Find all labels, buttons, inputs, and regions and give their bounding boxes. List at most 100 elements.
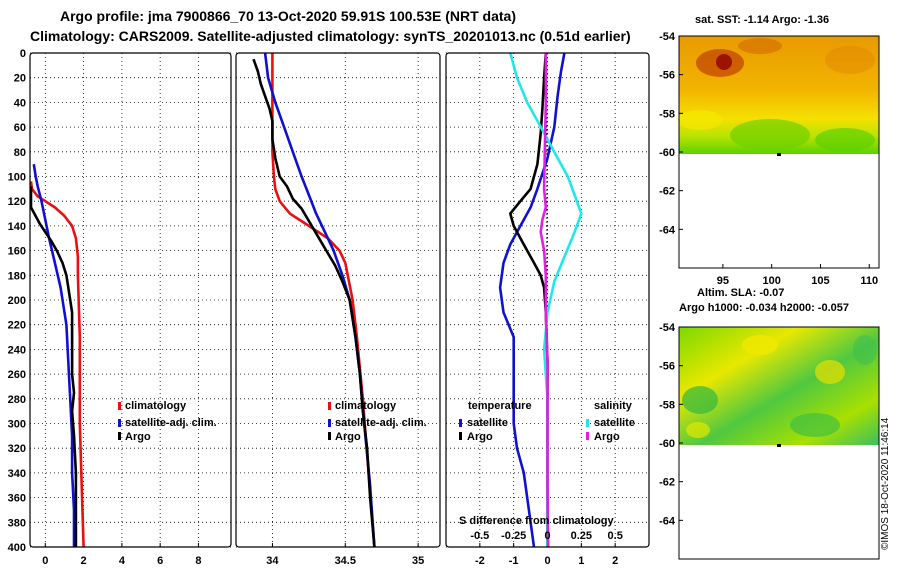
- depth-tick-label: 160: [8, 246, 26, 258]
- depth-tick-label: 200: [8, 295, 26, 307]
- salinity-difference-axis-label: S difference from climatology: [459, 515, 615, 527]
- difference-series: [498, 52, 583, 548]
- figure-title-line2: Climatology: CARS2009. Satellite-adjuste…: [30, 28, 631, 44]
- legend-climatology-label: climatology: [125, 400, 187, 412]
- sla-low-patch: [853, 335, 877, 365]
- depth-tick-label: 120: [8, 196, 26, 208]
- sla-low-patch: [682, 386, 718, 414]
- series-line-salinity-argo: [539, 53, 550, 548]
- depth-tick-label: 340: [8, 468, 26, 480]
- lat-tick-label: -56: [659, 361, 675, 373]
- lat-tick-label: -64: [659, 224, 676, 236]
- legend-argo-swatch: [118, 432, 121, 440]
- legend-sal-argo-label: Argo: [594, 431, 620, 443]
- lat-tick-label: -58: [659, 399, 675, 411]
- lat-tick-label: -54: [659, 322, 676, 334]
- depth-tick-label: 360: [8, 493, 26, 505]
- depth-tick-label: 100: [8, 172, 26, 184]
- depth-tick-label: 60: [14, 122, 26, 134]
- lat-tick-label: -60: [659, 438, 675, 450]
- altimetry-map: Altim. SLA: -0.07 Argo h1000: -0.034 h20…: [659, 287, 880, 560]
- salinity-difference-tick-labels: -0.5 -0.25 0 0.25 0.5: [470, 530, 622, 542]
- legend-sal-satellite-label: satellite: [594, 417, 635, 429]
- lon-tick-label: 95: [717, 275, 729, 287]
- x-tick-label: 34.5: [335, 555, 356, 567]
- altimetry-lat-ticks: -54 -56 -58 -60 -62 -64: [659, 322, 683, 527]
- argo-float-marker: [777, 153, 781, 156]
- lat-tick-label: -56: [659, 70, 675, 82]
- sla-high-patch: [686, 422, 710, 438]
- series-line-satellite-adj-clim-: [32, 164, 76, 547]
- x-tick-label: 34: [266, 555, 279, 567]
- difference-panel: -2 -1 0 1 2 temperature satellite Argo salin…: [445, 52, 650, 567]
- series-line-argo: [252, 58, 376, 548]
- salinity-difference-tick-label: 0.5: [608, 530, 623, 542]
- sla-high-patch: [742, 335, 778, 355]
- salinity-difference-tick-label: -0.5: [470, 530, 489, 542]
- altimetry-map-title: Altim. SLA: -0.07: [697, 287, 784, 299]
- depth-tick-label: 260: [8, 369, 26, 381]
- lon-tick-label: 105: [811, 275, 829, 287]
- legend-satellite-adj-label: satellite-adj. clim.: [125, 417, 217, 429]
- x-tick-label: 8: [195, 555, 201, 567]
- series-line-argo: [29, 186, 78, 547]
- x-tick-label: 2: [81, 555, 87, 567]
- sla-field: [679, 327, 879, 445]
- sla-low-patch: [790, 413, 840, 437]
- sst-lon-ticks: 95 100 105 110: [717, 264, 878, 287]
- salinity-difference-tick-label: 0.25: [571, 530, 592, 542]
- lat-tick-label: -54: [659, 31, 676, 43]
- lat-tick-label: -64: [659, 515, 676, 527]
- legend-temperature-title: temperature: [468, 400, 532, 412]
- lat-tick-label: -58: [659, 108, 675, 120]
- legend-temp-argo-swatch: [459, 432, 462, 440]
- legend-satellite-adj-swatch: [118, 419, 121, 427]
- legend-argo-swatch: [328, 432, 331, 440]
- depth-tick-label: 80: [14, 147, 26, 159]
- legend-argo-label: Argo: [335, 431, 361, 443]
- salinity-difference-tick-label: -0.25: [501, 530, 526, 542]
- salinity-series: [252, 52, 376, 548]
- legend-sal-argo-swatch: [586, 432, 589, 440]
- sst-warm-patch: [825, 46, 875, 74]
- series-line-temperature-satellite: [498, 52, 566, 548]
- depth-tick-label: 380: [8, 517, 26, 529]
- temperature-grid: [30, 52, 231, 548]
- salinity-panel-frame: [235, 52, 441, 548]
- x-tick-label: 6: [157, 555, 163, 567]
- depth-tick-label: 220: [8, 320, 26, 332]
- legend-climatology-label: climatology: [335, 400, 397, 412]
- temperature-panel-frame: [29, 52, 232, 548]
- argo-float-marker: [777, 444, 781, 447]
- sst-map: sat. SST: -1.14 Argo: -1.36: [659, 14, 880, 287]
- depth-tick-label: 240: [8, 344, 26, 356]
- salinity-tick-labels: 34 34.5 35: [266, 543, 424, 567]
- lat-tick-label: -60: [659, 147, 675, 159]
- x-tick-label: 1: [578, 555, 584, 567]
- difference-panel-frame: [445, 52, 650, 548]
- depth-tick-label: 40: [14, 97, 26, 109]
- lon-tick-label: 100: [763, 275, 781, 287]
- temperature-legend: climatology satellite-adj. clim. Argo: [118, 400, 217, 443]
- series-line-climatology: [29, 181, 85, 548]
- legend-satellite-adj-swatch: [328, 419, 331, 427]
- sst-lat-ticks: -54 -56 -58 -60 -62 -64: [659, 31, 683, 236]
- temperature-series: [29, 164, 85, 548]
- temperature-panel: 0204060801001201401601802002202402602803…: [8, 48, 232, 567]
- x-tick-label: -2: [475, 555, 485, 567]
- lat-tick-label: -62: [659, 477, 675, 489]
- legend-temp-satellite-label: satellite: [467, 417, 508, 429]
- salinity-grid: [236, 52, 440, 548]
- legend-climatology-swatch: [118, 402, 121, 410]
- depth-tick-label: 180: [8, 270, 26, 282]
- sst-cool-patch: [730, 119, 810, 151]
- legend-sal-satellite-swatch: [586, 419, 589, 427]
- sla-high-patch: [815, 360, 845, 384]
- sst-map-title: sat. SST: -1.14 Argo: -1.36: [695, 14, 829, 26]
- series-line-satellite-adj-clim-: [263, 52, 376, 548]
- depth-tick-label: 400: [8, 542, 26, 554]
- imos-credit: ©IMOS 18-Oct-2020 11:46:14: [880, 417, 891, 550]
- depth-tick-label: 280: [8, 394, 26, 406]
- x-tick-label: -1: [509, 555, 519, 567]
